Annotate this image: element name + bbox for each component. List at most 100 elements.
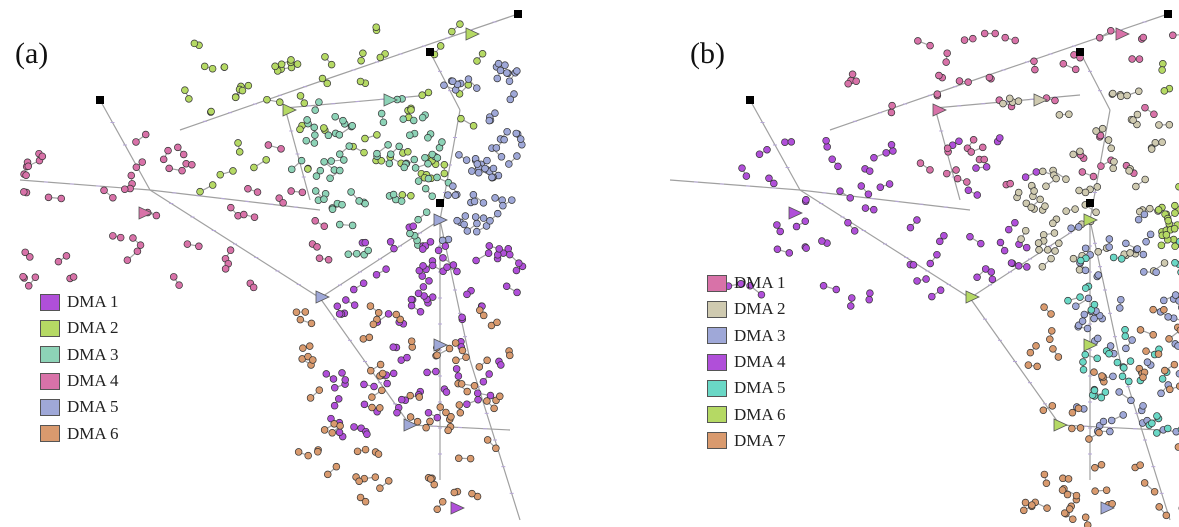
junction-node [368,403,376,412]
junction-node [451,191,460,200]
junction-node [1034,239,1043,247]
junction-node [399,115,407,123]
junction-node [320,124,328,132]
junction-node [757,290,766,299]
junction-node [1068,424,1076,433]
junction-node [469,191,478,199]
marker-layer [96,10,522,515]
junction-node [277,145,285,153]
junction-node [857,182,866,190]
legend-item: DMA 3 [40,342,118,368]
junction-node [802,244,810,252]
junction-node [486,217,494,225]
junction-node [1174,342,1179,350]
junction-node [382,265,390,273]
dma-inlet-marker [1033,93,1048,107]
junction-node [506,351,514,360]
junction-node [373,149,381,158]
junction-node [327,60,336,69]
junction-node [438,498,447,506]
junction-node [888,101,896,110]
junction-node [1074,404,1083,413]
junction-node [383,379,391,388]
junction-node [1081,266,1090,275]
junction-node [132,138,140,146]
junction-node [321,53,329,61]
junction-node [1042,479,1051,488]
junction-node [1094,334,1102,343]
junction-node [1051,247,1059,255]
junction-node [396,315,404,324]
junction-node [1079,365,1088,374]
junction-node [483,356,491,365]
junction-node [763,146,771,154]
junction-node [332,462,341,471]
junction-node [433,173,441,182]
junction-node [1047,310,1055,318]
junction-node [1150,487,1159,496]
dma-inlet-marker [1053,418,1068,432]
junction-node [324,256,333,264]
junction-node [129,234,137,242]
junction-node [969,34,977,43]
junction-node [294,448,303,456]
junction-node [418,245,427,253]
junction-node [1136,326,1145,334]
junction-node [369,320,378,329]
junction-node [955,137,963,145]
reservoir-node [96,96,104,104]
junction-node [188,160,196,169]
junction-node [1110,157,1118,166]
junction-node [335,428,344,437]
legend-item: DMA 3 [707,323,785,349]
junction-node [913,277,921,285]
dma-inlet-marker [465,27,480,41]
junction-node [335,150,344,158]
legend-b: DMA 1 DMA 2 DMA 3 DMA 4 DMA 5 DMA 6 DMA … [707,270,785,454]
junction-node [264,141,273,149]
junction-node [403,353,411,362]
junction-node [865,295,873,304]
junction-node [964,186,973,195]
junction-node [24,162,33,170]
junction-node [1164,216,1172,225]
junction-node [208,64,217,73]
junction-node [409,222,418,230]
junction-node [473,389,482,397]
junction-node [942,58,950,66]
legend-label: DMA 1 [67,292,119,312]
junction-node [1079,358,1087,366]
junction-node [489,164,498,173]
junction-node [1107,27,1115,35]
reservoir-node [426,48,434,56]
junction-node [484,249,493,257]
junction-node [1017,235,1025,243]
legend-item: DMA 7 [707,428,785,454]
junction-node [287,165,296,174]
junction-node [138,158,146,166]
junction-node [376,53,385,62]
junction-node [276,98,284,106]
junction-node [116,233,125,242]
junction-node [426,238,435,246]
junction-node [785,249,794,257]
junction-node [292,308,301,316]
dma-inlet-marker [1100,501,1115,515]
junction-node [1099,417,1108,426]
junction-node [1121,325,1129,334]
junction-node [406,229,414,238]
junction-node [1157,241,1166,250]
junction-node [1032,168,1041,176]
junction-node [801,217,810,225]
junction-node [1107,144,1115,153]
junction-node [844,79,852,88]
junction-node [411,164,420,172]
junction-node [428,192,436,200]
junction-node [322,370,331,378]
junction-node [980,155,989,164]
junction-node [926,166,934,174]
junction-node [1048,327,1056,335]
legend-item: DMA 5 [40,394,118,420]
network-diagram-b [669,10,1179,527]
junction-node [476,306,484,314]
